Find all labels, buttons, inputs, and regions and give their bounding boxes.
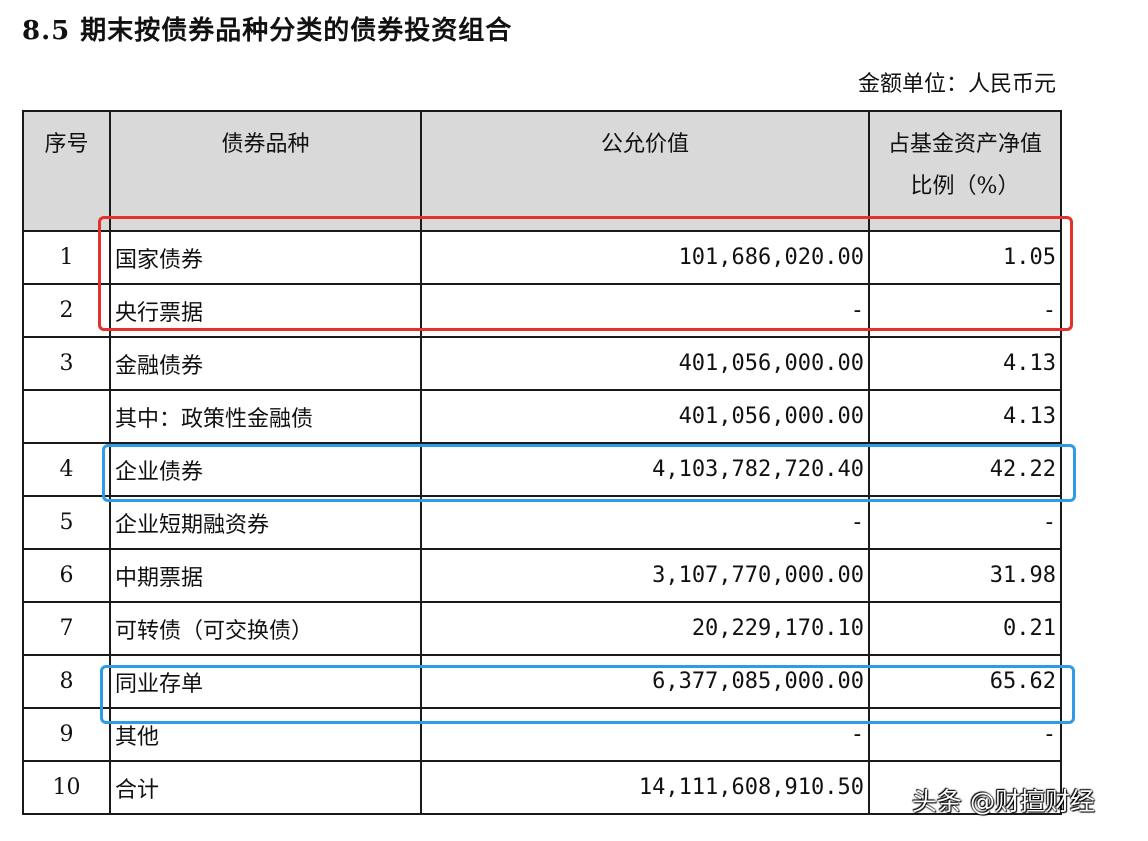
row-number-cell: 3 — [22, 336, 111, 391]
nav-ratio-cell: 4.13 — [868, 336, 1062, 391]
fair-value-cell: 4,103,782,720.40 — [420, 442, 870, 497]
table-row: 5 企业短期融资券 - - — [22, 495, 1062, 550]
bond-type-cell: 其中：政策性金融债 — [109, 389, 422, 444]
watermark-text: 头条 @财擅财经 — [912, 787, 1095, 816]
bond-portfolio-table: 序号 债券品种 公允价值 占基金资产净值 比例（%） 1 国家债券 101,686,0… — [22, 110, 1062, 815]
bond-type-cell: 金融债券 — [109, 336, 422, 391]
fair-value-cell: - — [420, 495, 870, 550]
table-header-row: 序号 债券品种 公允价值 占基金资产净值 比例（%） — [22, 110, 1062, 232]
fair-value-cell: 401,056,000.00 — [420, 336, 870, 391]
row-number-cell: 4 — [22, 442, 111, 497]
fair-value-cell: 101,686,020.00 — [420, 230, 870, 285]
table-row: 其中：政策性金融债 401,056,000.00 4.13 — [22, 389, 1062, 444]
fair-value-cell: - — [420, 707, 870, 762]
table-row: 10 合计 14,111,608,910.50 — [22, 760, 1062, 815]
bond-type-cell: 企业短期融资券 — [109, 495, 422, 550]
bond-type-cell: 其他 — [109, 707, 422, 762]
bond-type-cell: 可转债（可交换债） — [109, 601, 422, 656]
row-number-cell — [22, 389, 111, 444]
row-number-cell: 5 — [22, 495, 111, 550]
nav-ratio-cell: 31.98 — [868, 548, 1062, 603]
header-bond-type: 债券品种 — [109, 110, 422, 232]
bond-type-cell: 国家债券 — [109, 230, 422, 285]
bond-type-cell: 中期票据 — [109, 548, 422, 603]
fair-value-cell: 3,107,770,000.00 — [420, 548, 870, 603]
nav-ratio-cell: 1.05 — [868, 230, 1062, 285]
table-row: 4 企业债券 4,103,782,720.40 42.22 — [22, 442, 1062, 497]
table-row: 7 可转债（可交换债） 20,229,170.10 0.21 — [22, 601, 1062, 656]
row-number-cell: 10 — [22, 760, 111, 815]
bond-type-cell: 央行票据 — [109, 283, 422, 338]
nav-ratio-cell — [868, 760, 1062, 815]
fair-value-cell: - — [420, 283, 870, 338]
table-row: 3 金融债券 401,056,000.00 4.13 — [22, 336, 1062, 391]
bond-type-cell: 同业存单 — [109, 654, 422, 709]
nav-ratio-cell: - — [868, 707, 1062, 762]
nav-ratio-cell: 4.13 — [868, 389, 1062, 444]
fair-value-cell: 20,229,170.10 — [420, 601, 870, 656]
table-row: 1 国家债券 101,686,020.00 1.05 — [22, 230, 1062, 285]
fair-value-cell: 14,111,608,910.50 — [420, 760, 870, 815]
nav-ratio-cell: 42.22 — [868, 442, 1062, 497]
table-row: 8 同业存单 6,377,085,000.00 65.62 — [22, 654, 1062, 709]
header-no: 序号 — [22, 110, 111, 232]
table-row: 9 其他 - - — [22, 707, 1062, 762]
row-number-cell: 8 — [22, 654, 111, 709]
nav-ratio-cell: 0.21 — [868, 601, 1062, 656]
nav-ratio-cell: - — [868, 283, 1062, 338]
nav-ratio-cell: 65.62 — [868, 654, 1062, 709]
fair-value-cell: 401,056,000.00 — [420, 389, 870, 444]
bond-type-cell: 企业债券 — [109, 442, 422, 497]
header-fair-value: 公允价值 — [420, 110, 870, 232]
row-number-cell: 1 — [22, 230, 111, 285]
row-number-cell: 9 — [22, 707, 111, 762]
section-heading: 8.5 期末按债券品种分类的债券投资组合 — [22, 16, 513, 46]
row-number-cell: 7 — [22, 601, 111, 656]
amount-unit-label: 金额单位：人民币元 — [857, 72, 1056, 97]
row-number-cell: 2 — [22, 283, 111, 338]
header-nav-ratio: 占基金资产净值 比例（%） — [868, 110, 1062, 232]
row-number-cell: 6 — [22, 548, 111, 603]
table-row: 2 央行票据 - - — [22, 283, 1062, 338]
bond-type-cell: 合计 — [109, 760, 422, 815]
header-nav-ratio-line1: 占基金资产净值 — [887, 132, 1042, 157]
fair-value-cell: 6,377,085,000.00 — [420, 654, 870, 709]
table-row: 6 中期票据 3,107,770,000.00 31.98 — [22, 548, 1062, 603]
header-nav-ratio-line2: 比例（%） — [910, 174, 1020, 199]
nav-ratio-cell: - — [868, 495, 1062, 550]
